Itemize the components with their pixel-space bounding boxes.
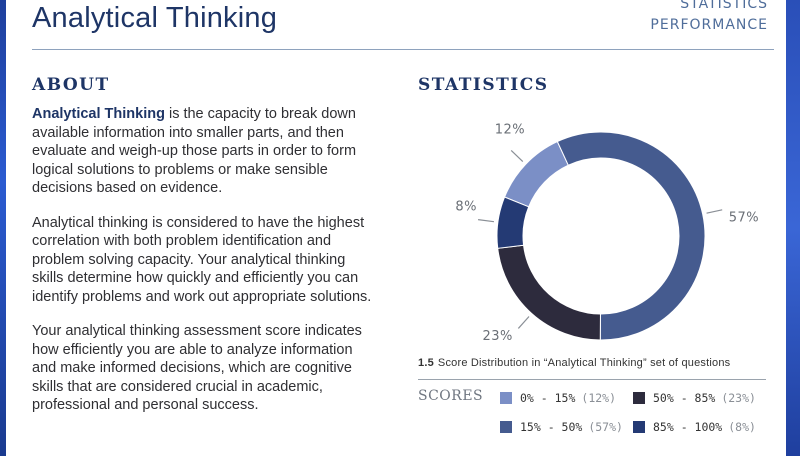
section-nav: STATISTICS PERFORMANCE: [650, 0, 768, 36]
legend-item-50-85: 50% - 85% (23%): [633, 391, 756, 405]
right-edge-strip: [786, 0, 800, 456]
legend-item-0-15: 0% - 15% (12%): [500, 391, 616, 405]
about-paragraph-2: Analytical thinking is considered to hav…: [32, 214, 372, 305]
header-divider: [32, 49, 774, 50]
donut-slice-85-100: [496, 196, 530, 249]
donut-label: 57%: [729, 211, 759, 226]
about-paragraph-1-text: is the capacity to break down available …: [32, 106, 357, 196]
donut-leader-line: [706, 209, 723, 214]
legend-percent: (12%): [581, 391, 617, 405]
chart-caption: 1.5 Score Distribution in “Analytical Thi…: [418, 357, 730, 369]
legend-percent: (8%): [728, 420, 756, 434]
statistics-heading: STATISTICS: [418, 75, 549, 95]
about-paragraph-3: Your analytical thinking assessment scor…: [32, 323, 362, 413]
legend-item-85-100: 85% - 100% (8%): [633, 420, 756, 434]
legend-item-15-50: 15% - 50% (57%): [500, 420, 623, 434]
donut-leader-line: [510, 150, 524, 162]
report-page: Analytical Thinking STATISTICS PERFORMAN…: [6, 0, 786, 456]
left-edge-strip: [0, 0, 6, 456]
legend-swatch: [500, 421, 512, 433]
nav-item-statistics[interactable]: STATISTICS: [680, 0, 768, 12]
donut-leader-line: [478, 219, 495, 223]
legend-divider: [418, 379, 766, 380]
donut-label: 23%: [482, 329, 512, 344]
legend-range: 50% - 85%: [653, 391, 716, 405]
legend-swatch: [633, 392, 645, 404]
about-text: Analytical Thinking is the capacity to b…: [32, 105, 377, 431]
about-term: Analytical Thinking: [32, 106, 165, 122]
legend-range: 85% - 100%: [653, 420, 723, 434]
scores-label: SCORES: [418, 388, 484, 404]
about-paragraph-1: Analytical Thinking is the capacity to b…: [32, 105, 377, 198]
page-title: Analytical Thinking: [32, 2, 278, 34]
legend-range: 0% - 15%: [520, 391, 576, 405]
donut-slice-15-50: [556, 131, 706, 341]
legend-range: 15% - 50%: [520, 420, 583, 434]
donut-leader-line: [517, 316, 530, 329]
donut-label: 8%: [455, 199, 477, 214]
donut-slice-50-85: [497, 244, 601, 341]
legend-percent: (23%): [721, 391, 756, 405]
legend-percent: (57%): [588, 420, 623, 434]
legend-swatch: [633, 421, 645, 433]
donut-label: 12%: [495, 123, 525, 138]
caption-number: 1.5: [418, 357, 434, 369]
caption-text: Score Distribution in “Analytical Thinki…: [437, 357, 731, 369]
about-heading: ABOUT: [32, 75, 110, 95]
donut-slice-0-15: [503, 140, 569, 208]
score-distribution-donut-chart: 12% 57% 23% 8%: [455, 123, 759, 344]
nav-item-performance[interactable]: PERFORMANCE: [650, 17, 768, 33]
legend-swatch: [500, 392, 512, 404]
